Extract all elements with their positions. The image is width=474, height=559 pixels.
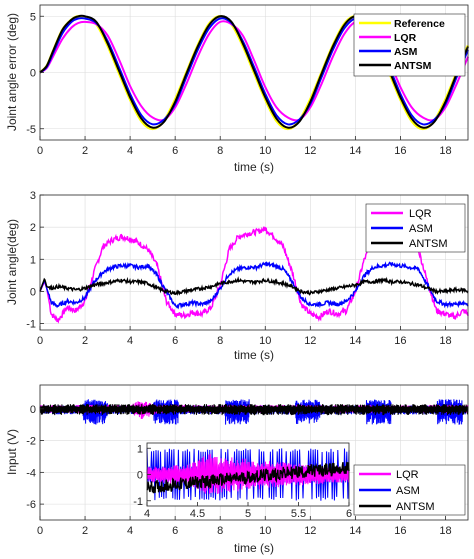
legend: LQR ASM ANTSM (353, 464, 466, 516)
y-tick-label: -5 (26, 124, 36, 136)
y-tick-label: -2 (26, 436, 36, 448)
x-tick-label: 4 (127, 525, 133, 537)
series-line-asm (39, 260, 469, 310)
x-tick-label: 16 (394, 145, 406, 157)
x-tick-label: 6 (172, 145, 178, 157)
inset-series-asm (146, 448, 350, 501)
axes-box (39, 384, 469, 521)
x-tick-label: 12 (304, 525, 316, 537)
x-tick-label: 2 (82, 525, 88, 537)
x-tick-label: 8 (217, 525, 223, 537)
ticks: 0 2 4 6 8 10 12 14 16 18-505 (26, 11, 451, 157)
x-axis-label: time (s) (234, 348, 274, 362)
series-line-antsm (39, 14, 469, 129)
x-tick-label: 5 (245, 508, 251, 520)
y-tick-label: -1 (26, 319, 36, 331)
panel-joint-angle-error: 0 2 4 6 8 10 12 14 16 18-505 time (s) Joint angle… (5, 4, 470, 174)
x-tick-label: 10 (259, 335, 271, 347)
x-tick-label: 18 (439, 145, 451, 157)
legend-label-lqr: LQR (394, 32, 417, 44)
x-tick-label: 12 (304, 145, 316, 157)
axes-box (39, 194, 469, 331)
y-tick-label: 0 (137, 470, 143, 482)
x-tick-label: 0 (37, 335, 43, 347)
legend-label-lqr: LQR (409, 208, 432, 220)
y-axis-label: Joint angle(deg) (5, 219, 19, 305)
y-tick-label: 2 (30, 222, 36, 234)
y-tick-label: -1 (133, 496, 143, 508)
x-tick-label: 4 (127, 145, 133, 157)
legend: Reference LQR ASM ANTSM (353, 13, 466, 77)
x-tick-label: 0 (37, 525, 43, 537)
x-axis-label: time (s) (234, 541, 274, 555)
x-tick-label: 16 (394, 335, 406, 347)
x-tick-label: 10 (259, 525, 271, 537)
x-tick-label: 4 (127, 335, 133, 347)
x-tick-label: 4 (144, 508, 150, 520)
x-tick-label: 8 (217, 335, 223, 347)
series-line-antsm (39, 276, 469, 297)
x-tick-label: 18 (439, 335, 451, 347)
x-tick-label: 10 (259, 145, 271, 157)
x-tick-label: 12 (304, 335, 316, 347)
x-tick-label: 8 (217, 145, 223, 157)
legend-label-lqr: LQR (396, 469, 419, 481)
inset-series-antsm (146, 461, 350, 494)
legend-label-antsm: ANTSM (396, 501, 435, 513)
ticks: 4 4.5 5 5.5 6 -1 0 1 (133, 443, 352, 520)
y-tick-label: -4 (26, 467, 36, 479)
x-tick-label: 14 (349, 525, 361, 537)
legend-label-asm: ASM (409, 223, 433, 235)
y-tick-label: 3 (30, 190, 36, 202)
x-tick-label: 6 (172, 335, 178, 347)
legend-label-antsm: ANTSM (409, 238, 448, 250)
series-group (146, 448, 350, 501)
ticks: 0 2 4 6 8 10 12 14 16 18-6-4-20 (26, 404, 451, 537)
series-group (39, 399, 469, 425)
legend-label-asm: ASM (394, 46, 418, 58)
y-tick-label: 1 (137, 443, 143, 455)
x-axis-label: time (s) (234, 160, 274, 174)
x-tick-label: 2 (82, 335, 88, 347)
legend-label-antsm: ANTSM (394, 60, 432, 72)
inset-zoom: 4 4.5 5 5.5 6 -1 0 1 (133, 442, 352, 520)
y-tick-label: 5 (30, 11, 36, 23)
y-axis-label: Joint angle error (deg) (5, 13, 19, 131)
legend-label-reference: Reference (394, 18, 445, 30)
x-tick-label: 14 (349, 145, 361, 157)
y-tick-label: 0 (30, 404, 36, 416)
x-tick-label: 6 (346, 508, 352, 520)
x-tick-label: 2 (82, 145, 88, 157)
y-axis-label: Input (V) (5, 429, 19, 475)
x-tick-label: 16 (394, 525, 406, 537)
y-tick-label: -6 (26, 499, 36, 511)
x-tick-label: 18 (439, 525, 451, 537)
legend-label-asm: ASM (396, 485, 420, 497)
legend: LQR ASM ANTSM (365, 203, 466, 253)
x-tick-label: 4.5 (190, 508, 205, 520)
x-tick-label: 6 (172, 525, 178, 537)
x-tick-label: 14 (349, 335, 361, 347)
x-tick-label: 5.5 (291, 508, 306, 520)
y-tick-label: 0 (30, 68, 36, 80)
series-line-antsm (39, 404, 469, 416)
y-tick-label: 1 (30, 254, 36, 266)
x-tick-label: 0 (37, 145, 43, 157)
y-tick-label: 0 (30, 286, 36, 298)
